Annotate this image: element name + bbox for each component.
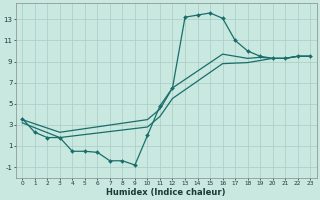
X-axis label: Humidex (Indice chaleur): Humidex (Indice chaleur) (107, 188, 226, 197)
